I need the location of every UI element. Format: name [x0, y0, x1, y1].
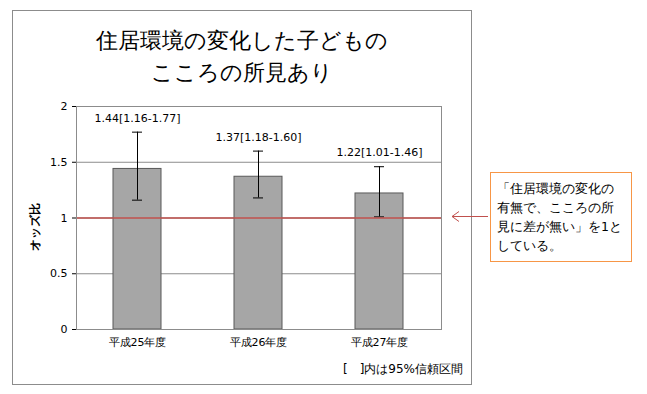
svg-text:0.5: 0.5: [50, 267, 68, 280]
svg-text:1: 1: [61, 212, 68, 225]
svg-text:0: 0: [61, 323, 68, 336]
svg-text:平成25年度: 平成25年度: [109, 336, 167, 349]
html-text:[ ]内は95%信頼区間: [ ]内は95%信頼区間: [343, 362, 463, 376]
svg-text:1.37[1.18-1.60]: 1.37[1.18-1.60]: [215, 131, 301, 144]
svg-text:1.22[1.01-1.46]: 1.22[1.01-1.46]: [336, 146, 422, 159]
svg-text:平成26年度: 平成26年度: [230, 336, 288, 349]
html-text:オッズ比: オッズ比: [27, 203, 42, 251]
html-text:「住居環境の変化の有無で、こころの所見に差が無い」を1として: 「住居環境の変化の有無で、こころの所見に差が無い」を1としている。: [497, 181, 622, 253]
svg-text:1.5: 1.5: [50, 156, 68, 169]
svg-text:1.44[1.16-1.77]: 1.44[1.16-1.77]: [94, 112, 180, 125]
svg-text:平成27年度: 平成27年度: [351, 336, 409, 349]
svg-text:2: 2: [61, 100, 68, 113]
html-text:住居環境の変化した子どもの こころの所見あり: 住居環境の変化した子どもの こころの所見あり: [96, 28, 388, 85]
